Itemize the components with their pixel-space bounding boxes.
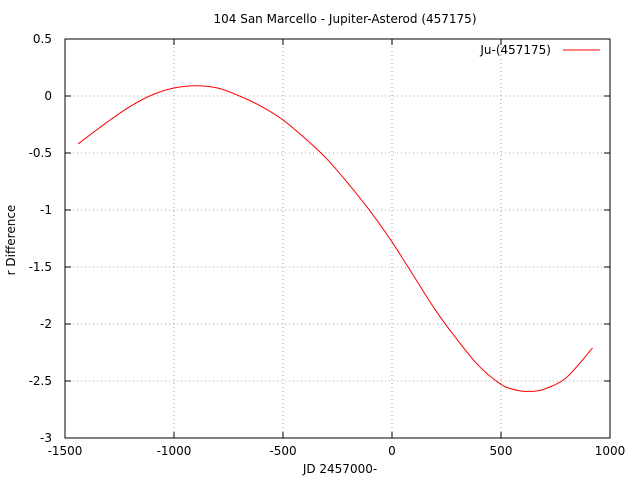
y-axis-label: r Difference bbox=[4, 205, 18, 276]
y-tick-label: -3 bbox=[40, 431, 52, 445]
series-line bbox=[77, 85, 593, 392]
legend-label: Ju-(457175) bbox=[479, 43, 551, 57]
x-axis-label: JD 2457000- bbox=[302, 462, 377, 476]
x-tick-label: 1000 bbox=[595, 444, 626, 458]
y-tick-label: -0.5 bbox=[29, 146, 52, 160]
x-tick-label: 0 bbox=[388, 444, 396, 458]
grid-lines bbox=[65, 39, 610, 438]
x-tick-label: -1000 bbox=[157, 444, 192, 458]
legend: Ju-(457175) bbox=[479, 43, 600, 57]
x-tick-label: 500 bbox=[490, 444, 513, 458]
tick-labels: -1500 -1000 -500 0 500 1000 -3 -2.5 -2 -1.5 -1 -0.5… bbox=[29, 32, 626, 458]
chart-title: 104 San Marcello - Jupiter-Asterod (4571… bbox=[213, 12, 476, 26]
y-tick-label: 0 bbox=[44, 89, 52, 103]
y-tick-label: 0.5 bbox=[33, 32, 52, 46]
y-tick-label: -2 bbox=[40, 317, 52, 331]
y-tick-label: -1 bbox=[40, 203, 52, 217]
series-layer bbox=[77, 85, 593, 392]
plot-frame bbox=[64, 38, 611, 439]
y-tick-label: -1.5 bbox=[29, 260, 52, 274]
ticks bbox=[64, 38, 611, 439]
y-tick-label: -2.5 bbox=[29, 374, 52, 388]
x-tick-label: -1500 bbox=[48, 444, 83, 458]
x-tick-label: -500 bbox=[269, 444, 296, 458]
